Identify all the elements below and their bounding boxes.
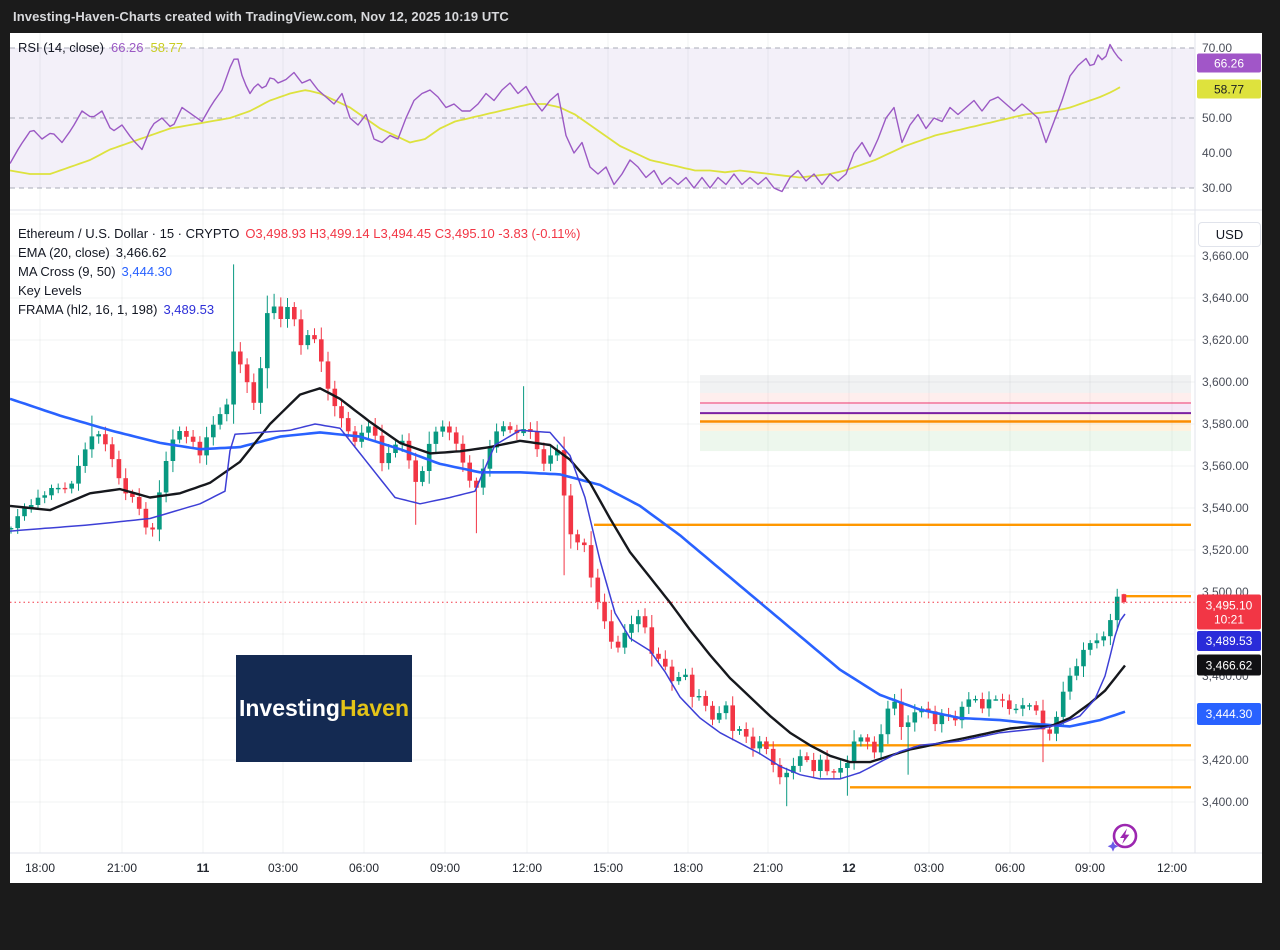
price-axis-label: 3,540.00	[1202, 501, 1249, 515]
time-axis-label: 09:00	[1074, 861, 1106, 875]
main-chart-legend: Ethereum / U.S. Dollar · 15 · CRYPTO O3,4…	[18, 224, 580, 319]
frama-badge: 3,489.53	[1197, 631, 1261, 651]
time-axis-label: 06:00	[994, 861, 1026, 875]
currency-unit-label: USD	[1215, 227, 1244, 242]
currency-unit-button[interactable]: USD	[1198, 222, 1261, 247]
time-axis-label: 11	[196, 861, 210, 875]
time-axis-label: 06:00	[348, 861, 380, 875]
key-levels-legend-row[interactable]: Key Levels	[18, 281, 580, 300]
time-axis-label: 03:00	[913, 861, 945, 875]
time-axis-label: 18:00	[24, 861, 56, 875]
watermark-haven: Haven	[339, 695, 409, 721]
ma50-badge: 3,444.30	[1197, 703, 1261, 725]
key-levels-label: Key Levels	[18, 283, 82, 298]
symbol-name: Ethereum / U.S. Dollar · 15 · CRYPTO	[18, 226, 240, 241]
time-axis-label: 12:00	[1156, 861, 1188, 875]
time-axis-label: 12	[842, 861, 856, 875]
rsi-indicator-legend[interactable]: RSI (14, close) 66.26 58.77	[18, 40, 183, 55]
price-axis-label: 3,660.00	[1202, 249, 1249, 263]
ma-cross-legend-row[interactable]: MA Cross (9, 50) 3,444.30	[18, 262, 580, 281]
frama-value: 3,489.53	[163, 302, 215, 317]
rsi-ma-value: 58.77	[150, 40, 184, 55]
rsi-ma-badge: 58.77	[1197, 79, 1261, 99]
price-axis-label: 3,600.00	[1202, 375, 1249, 389]
ma-cross-value: 3,444.30	[121, 264, 173, 279]
time-axis-label: 09:00	[429, 861, 461, 875]
lightning-bolt-icon	[1120, 828, 1130, 844]
price-axis-label: 3,400.00	[1202, 795, 1249, 809]
time-axis-label: 15:00	[592, 861, 624, 875]
rsi-axis-label: 50.00	[1202, 111, 1233, 125]
rsi-value-badge: 66.26	[1197, 53, 1261, 73]
chart-title-bar: Investing-Haven-Charts created with Trad…	[0, 0, 1280, 33]
investinghaven-watermark: Investing Haven	[236, 655, 412, 762]
time-axis-label: 12:00	[511, 861, 543, 875]
time-axis-label: 03:00	[267, 861, 299, 875]
time-axis-label: 21:00	[106, 861, 138, 875]
price-axis-label: 3,420.00	[1202, 753, 1249, 767]
time-axis-label: 18:00	[672, 861, 704, 875]
rsi-axis-label: 30.00	[1202, 181, 1233, 195]
ema-badge: 3,466.62	[1197, 654, 1261, 676]
frama-legend-row[interactable]: FRAMA (hl2, 16, 1, 198) 3,489.53	[18, 300, 580, 319]
price-axis-label: 3,560.00	[1202, 459, 1249, 473]
rsi-axis-label: 70.00	[1202, 41, 1233, 55]
ma-cross-label: MA Cross (9, 50)	[18, 264, 116, 279]
time-axis-label: 21:00	[752, 861, 784, 875]
chart-title-text: Investing-Haven-Charts created with Trad…	[13, 9, 509, 24]
price-axis-label: 3,580.00	[1202, 417, 1249, 431]
watermark-investing: Investing	[238, 695, 340, 721]
price-axis-label: 3,620.00	[1202, 333, 1249, 347]
footer-bar: TradingView	[0, 883, 1280, 950]
symbol-legend-row[interactable]: Ethereum / U.S. Dollar · 15 · CRYPTO O3,4…	[18, 224, 580, 243]
ohlc-values: O3,498.93 H3,499.14 L3,494.45 C3,495.10 …	[245, 226, 581, 241]
rsi-value: 66.26	[110, 40, 144, 55]
flash-reaction-icon[interactable]	[1106, 820, 1142, 856]
rsi-legend-label: RSI (14, close)	[18, 40, 104, 55]
price-axis-label: 3,640.00	[1202, 291, 1249, 305]
frama-label: FRAMA (hl2, 16, 1, 198)	[18, 302, 158, 317]
price-axis-label: 3,520.00	[1202, 543, 1249, 557]
rsi-axis-label: 40.00	[1202, 146, 1233, 160]
ema-value: 3,466.62	[115, 245, 167, 260]
chart-plot-area[interactable]	[10, 33, 1262, 883]
ema-legend-row[interactable]: EMA (20, close) 3,466.62	[18, 243, 580, 262]
sparkle-icon	[1107, 841, 1119, 852]
ema-label: EMA (20, close)	[18, 245, 110, 260]
last-price-badge: 3,495.10 10:21	[1197, 594, 1261, 630]
chart-background	[10, 33, 1262, 883]
